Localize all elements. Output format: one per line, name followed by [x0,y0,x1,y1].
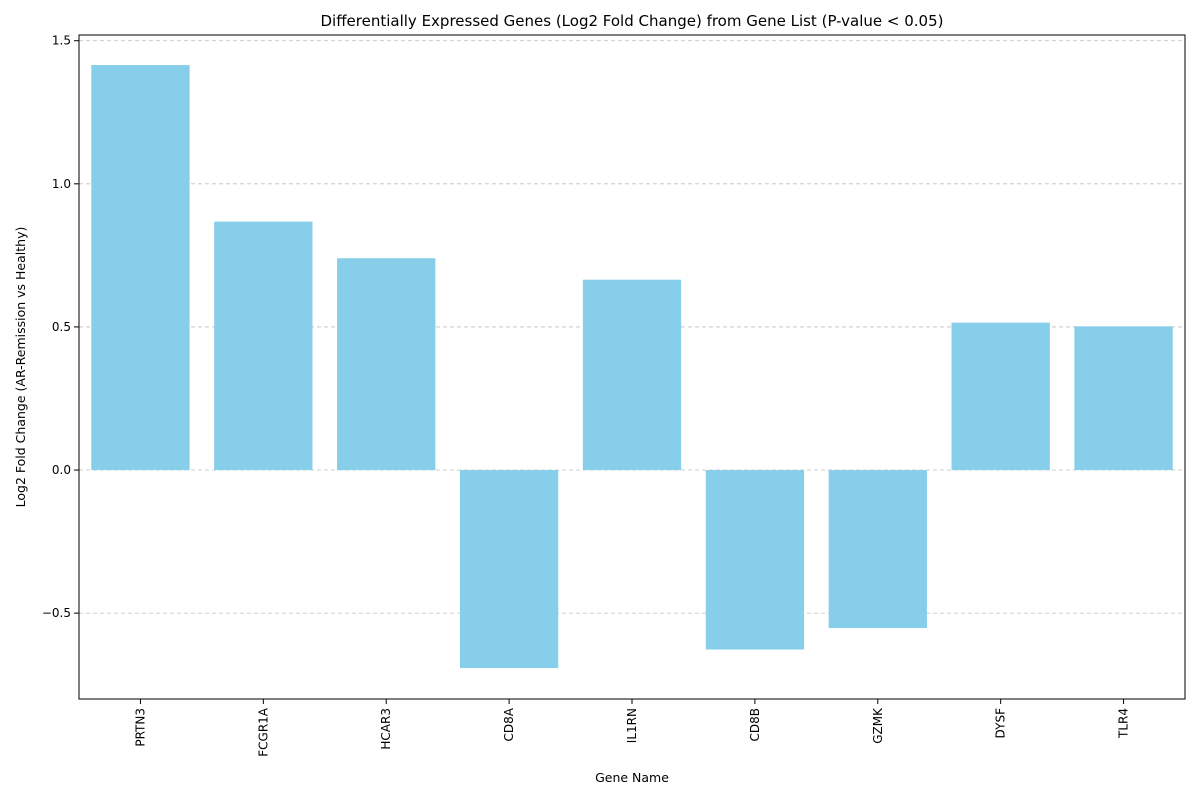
x-tick-label: CD8B [748,708,762,742]
x-tick-label: TLR4 [1117,708,1131,739]
x-tick-label: FCGR1A [256,707,270,757]
bar-dysf [951,322,1050,471]
bar-cd8b [705,470,805,650]
x-tick-label: IL1RN [625,708,639,743]
x-axis-ticks: PRTN3 FCGR1A HCAR3 CD8A IL1RN CD8B GZMK DYSF TLR… [133,699,1131,757]
y-tick-label: 1.5 [52,34,71,48]
x-tick-label: CD8A [502,707,516,741]
chart-title: Differentially Expressed Genes (Log2 Fol… [321,12,944,30]
x-axis-label: Gene Name [595,770,669,785]
bars [91,65,1173,669]
y-tick-label: −0.5 [42,606,71,620]
x-tick-label: HCAR3 [379,708,393,750]
bar-cd8a [459,470,559,669]
x-tick-label: GZMK [871,707,885,744]
bar-il1rn [582,279,682,471]
y-axis-ticks: −0.5 0.0 0.5 1.0 1.5 [42,34,79,620]
y-axis-label: Log2 Fold Change (AR-Remission vs Health… [13,227,28,508]
x-tick-label: DYSF [994,708,1008,739]
y-tick-label: 1.0 [52,177,71,191]
bar-tlr4 [1074,326,1173,471]
bar-hcar3 [337,258,436,471]
bar-fcgr1a [214,221,313,471]
y-tick-label: 0.0 [52,463,71,477]
y-tick-label: 0.5 [52,320,71,334]
bar-prtn3 [91,65,190,471]
bar-gzmk [828,470,927,629]
x-tick-label: PRTN3 [133,708,147,747]
